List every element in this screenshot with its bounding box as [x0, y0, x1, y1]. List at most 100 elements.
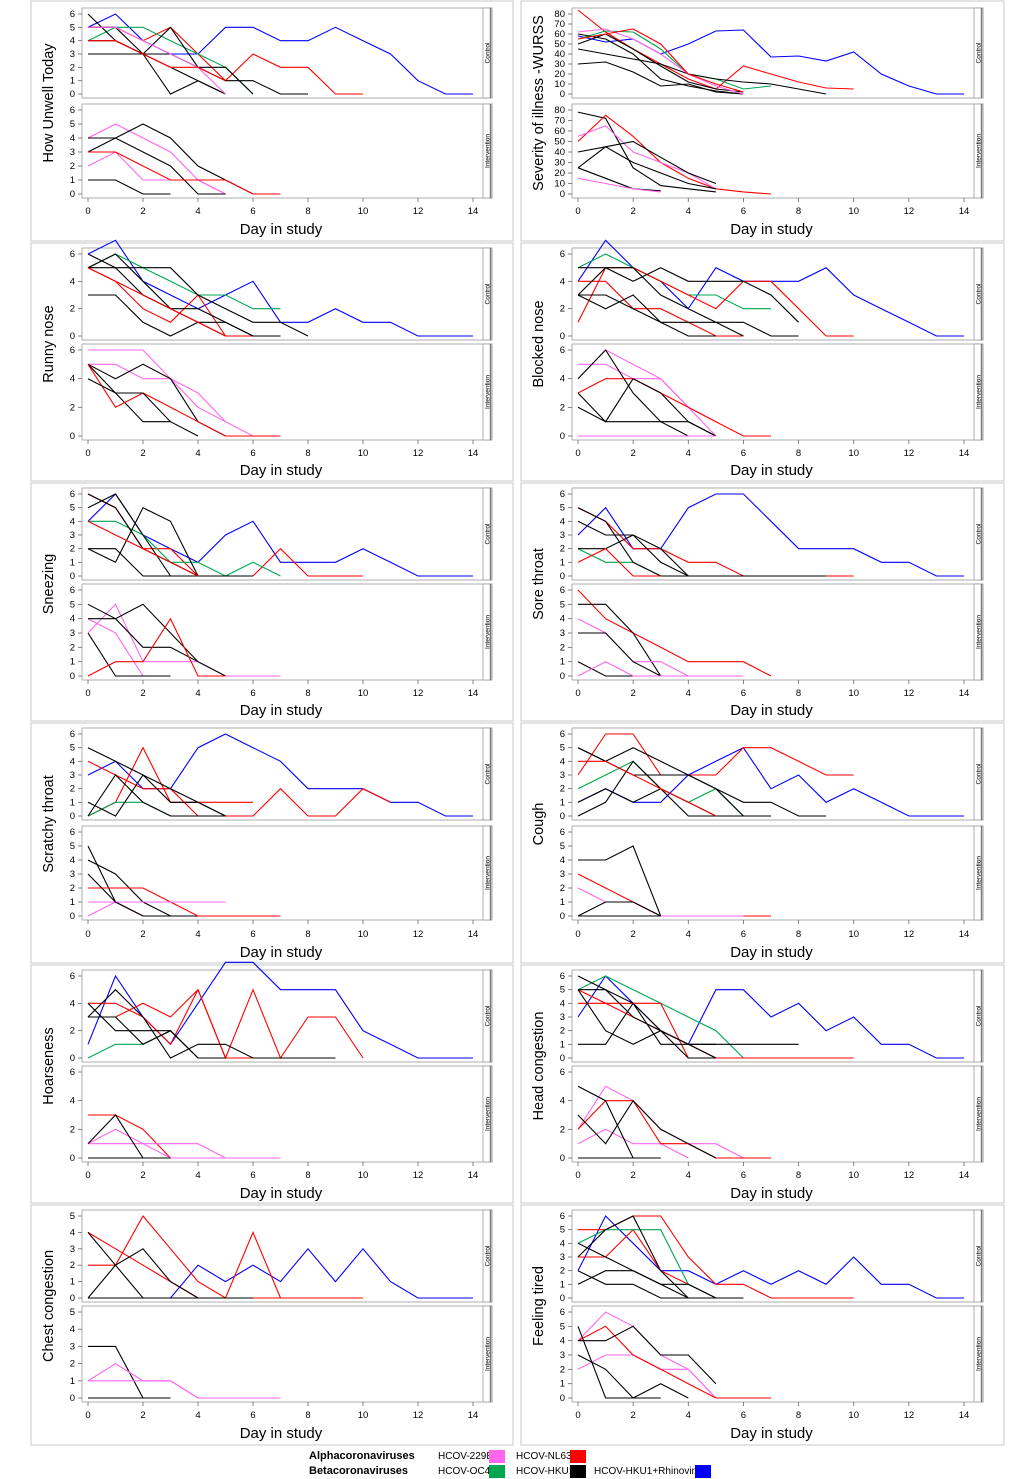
x-tick-label: 6	[741, 206, 746, 217]
y-tick-label: 5	[560, 841, 565, 852]
y-tick-label: 2	[70, 642, 75, 653]
y-tick-label: 4	[70, 614, 75, 625]
y-tick-label: 0	[560, 331, 565, 342]
x-tick-label: 0	[575, 688, 580, 699]
strip-label: Intervention	[976, 856, 983, 890]
chart-frame	[520, 722, 1005, 964]
series-line	[577, 111, 716, 193]
y-tick-label: 6	[560, 971, 565, 982]
y-tick-label: 5	[560, 985, 565, 996]
x-tick-label: 4	[195, 688, 200, 699]
y-tick-label: 2	[560, 784, 565, 795]
x-tick-label: 2	[630, 1410, 635, 1421]
x-tick-label: 14	[468, 688, 479, 699]
legend-swatch	[489, 1450, 505, 1463]
strip	[973, 1209, 984, 1303]
series-line	[88, 349, 281, 437]
intervention-panel: Intervention 0 2 4 6	[560, 343, 984, 442]
x-tick-label: 6	[741, 1170, 746, 1181]
x-tick-label: 14	[959, 1410, 970, 1421]
series-line	[577, 48, 827, 95]
x-axis-label: Day in study	[240, 1185, 323, 1202]
strip	[482, 825, 493, 921]
control-panel-frame	[81, 969, 493, 1063]
strip	[482, 969, 493, 1063]
series-line	[88, 151, 281, 195]
chart-frame	[30, 242, 514, 482]
series-line	[577, 1242, 689, 1299]
x-tick-label: 10	[358, 206, 369, 217]
x-axis-label: Day in study	[240, 1425, 323, 1442]
y-tick-label: 10	[554, 179, 565, 190]
control-panel: Control 0 1 2 3 4 5 6	[560, 727, 984, 822]
series-line	[87, 603, 199, 663]
strip-label: Intervention	[485, 615, 492, 649]
strip-label: Control	[485, 763, 492, 785]
y-tick-label: 1	[560, 797, 565, 808]
series-line	[577, 125, 717, 190]
control-panel: Control 0 1 2 3 4 5 6	[70, 7, 493, 100]
y-tick-label: 6	[70, 827, 75, 838]
y-tick-label: 4	[70, 855, 75, 866]
x-tick-label: 0	[85, 688, 90, 699]
y-tick-label: 1	[70, 797, 75, 808]
series-line	[87, 493, 473, 577]
y-tick-label: 0	[70, 671, 75, 682]
y-tick-label: 2	[560, 1364, 565, 1375]
legend: Alphacoronaviruses Betacoronaviruses HCO…	[0, 1446, 1024, 1479]
y-tick-label: 2	[560, 1026, 565, 1037]
x-tick-label: 0	[575, 929, 580, 940]
strip	[482, 1065, 493, 1163]
x-tick-label: 0	[85, 448, 90, 459]
y-tick-label: 3	[560, 770, 565, 781]
y-tick-label: 2	[70, 161, 75, 172]
y-tick-label: 4	[560, 855, 565, 866]
series-line	[578, 632, 661, 677]
series-line	[578, 534, 689, 577]
y-tick-label: 1	[70, 1277, 75, 1288]
x-tick-label: 10	[358, 448, 369, 459]
x-tick-label: 12	[904, 1410, 915, 1421]
y-tick-label: 0	[70, 1393, 75, 1404]
x-tick-label: 4	[686, 1170, 691, 1181]
x-tick-label: 10	[848, 929, 859, 940]
x-tick-label: 10	[848, 1170, 859, 1181]
y-tick-label: 2	[560, 304, 565, 315]
y-tick-label: 40	[554, 49, 565, 60]
strip-label: Control	[485, 283, 492, 305]
intervention-panel: Intervention 0 1 2 3 4 5 6	[70, 103, 493, 200]
x-axis-label: Day in study	[730, 462, 813, 479]
control-panel: Control 0 1 2 3 4 5 6	[560, 487, 984, 582]
series-line	[87, 364, 281, 437]
x-tick-label: 0	[575, 206, 580, 217]
y-tick-label: 6	[70, 1067, 75, 1078]
strip-label: Control	[976, 42, 983, 64]
intervention-panel-frame	[571, 343, 984, 441]
series-line	[577, 548, 661, 577]
y-tick-label: 0	[560, 1053, 565, 1064]
intervention-panel: Intervention 0 1 2 3 4 5	[70, 1305, 493, 1404]
x-tick-label: 2	[140, 929, 145, 940]
series-line	[577, 28, 744, 93]
y-tick-label: 30	[554, 158, 565, 169]
intervention-panel-frame	[81, 343, 493, 441]
series-line	[88, 1215, 282, 1299]
x-tick-label: 4	[686, 1410, 691, 1421]
strip	[973, 247, 984, 341]
y-tick-label: 5	[70, 599, 75, 610]
y-tick-label: 3	[560, 628, 565, 639]
y-tick-label: 5	[70, 503, 75, 514]
series-line	[577, 294, 799, 337]
series-line	[578, 760, 717, 817]
series-line	[87, 988, 336, 1059]
series-line	[87, 1128, 281, 1159]
strip	[973, 583, 984, 681]
x-tick-label: 14	[468, 206, 479, 217]
y-tick-label: 80	[554, 9, 565, 20]
